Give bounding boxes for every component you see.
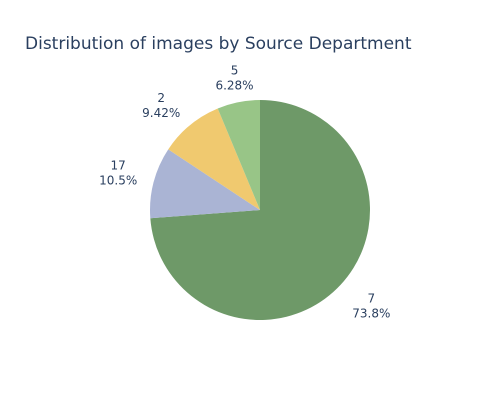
pie-label-category: 7 (368, 291, 376, 305)
pie-slice-2[interactable] (168, 108, 260, 210)
pie-label-5: 5 6.28% (215, 64, 253, 93)
pie-slice-17[interactable] (150, 149, 260, 219)
pie-slices (150, 100, 370, 320)
pie-label-percent: 10.5% (99, 173, 137, 187)
pie-labels: 7 73.8% 17 10.5% 2 9.42% 5 6.28% (99, 64, 390, 321)
pie-label-7: 7 73.8% (352, 291, 390, 320)
pie-label-category: 2 (157, 91, 165, 105)
pie-label-percent: 9.42% (142, 106, 180, 120)
pie-slice-5[interactable] (217, 100, 260, 210)
pie-label-2: 2 9.42% (142, 91, 180, 120)
chart-title: Distribution of images by Source Departm… (25, 34, 412, 54)
pie-label-category: 5 (231, 64, 239, 78)
pie-slice-7[interactable] (150, 100, 370, 320)
pie-label-percent: 6.28% (215, 79, 253, 93)
pie-label-category: 17 (111, 158, 126, 172)
pie-label-percent: 73.8% (352, 306, 390, 320)
pie-label-17: 17 10.5% (99, 158, 137, 187)
